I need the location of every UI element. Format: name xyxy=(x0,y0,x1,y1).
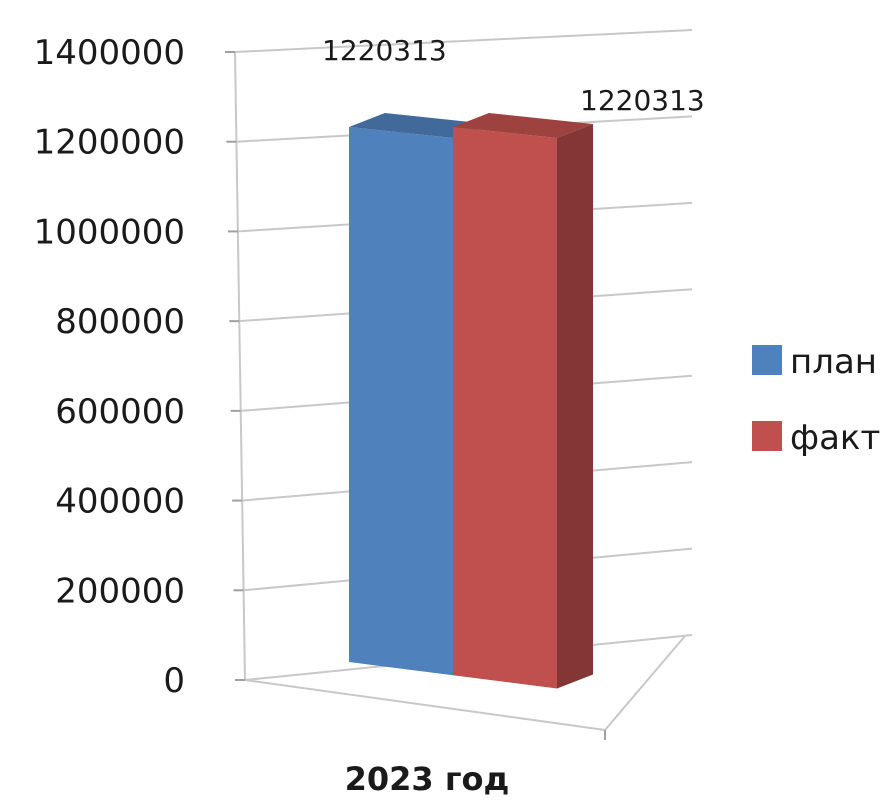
floor-front-edge xyxy=(244,679,606,731)
x-axis-categories: 2023 год xyxy=(345,760,510,798)
legend-item-план: план xyxy=(752,342,877,382)
bar-side-face xyxy=(557,124,593,689)
y-tick-label: 1400000 xyxy=(34,33,185,73)
legend-swatch xyxy=(752,345,782,375)
left-wall-edge xyxy=(234,51,246,681)
data-label-план: 1220313 xyxy=(322,34,447,67)
y-axis-ticks: 0 200000 400000 600000 800000 1000000 1200000 1… xyxy=(34,33,245,701)
legend: план факт xyxy=(752,342,880,458)
legend-label: факт xyxy=(790,418,880,458)
bar-top-face xyxy=(453,113,593,138)
bar-front-face xyxy=(453,127,557,689)
bar-front-face xyxy=(349,127,453,676)
gridline xyxy=(234,29,693,53)
y-tick-label: 200000 xyxy=(55,571,185,611)
y-tick-label: 400000 xyxy=(55,482,185,522)
floor-right-edge xyxy=(604,635,686,731)
y-tick-label: 800000 xyxy=(55,302,185,342)
y-tick-label: 0 xyxy=(163,661,185,701)
legend-item-факт: факт xyxy=(752,418,880,458)
legend-label: план xyxy=(790,342,877,382)
data-labels: 1220313 1220313 xyxy=(322,34,705,117)
legend-swatch xyxy=(752,421,782,451)
bar-факт xyxy=(453,113,593,689)
bars xyxy=(349,113,593,689)
y-tick-label: 600000 xyxy=(55,392,185,432)
data-label-факт: 1220313 xyxy=(580,84,705,117)
y-tick-label: 1200000 xyxy=(34,123,185,163)
category-label: 2023 год xyxy=(345,760,510,798)
y-tick-label: 1000000 xyxy=(34,212,185,252)
